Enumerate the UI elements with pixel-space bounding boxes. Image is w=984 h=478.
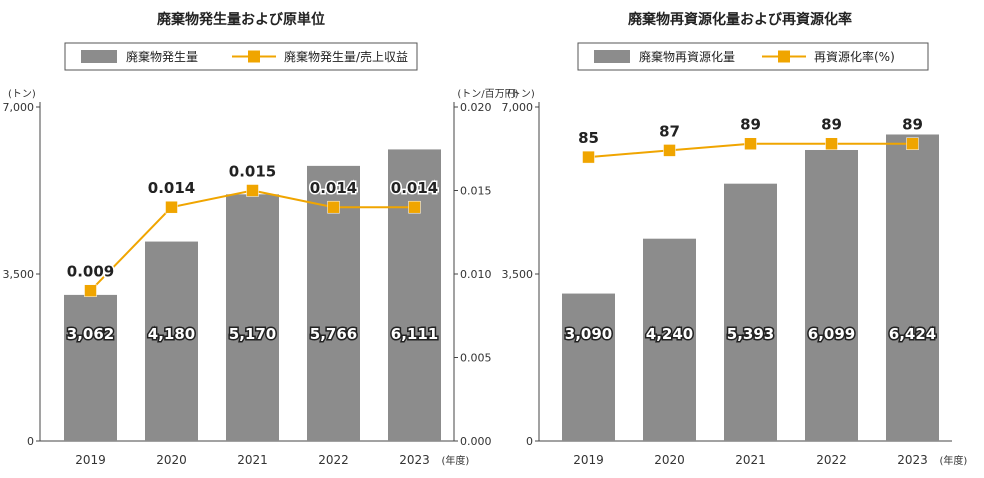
line-point bbox=[84, 284, 97, 297]
y-right-tick-label: 0.005 bbox=[460, 352, 492, 365]
legend-label-bar: 廃棄物再資源化量 bbox=[639, 49, 735, 64]
bar-data-label: 6,424 bbox=[889, 325, 936, 343]
legend-bar-swatch bbox=[594, 50, 630, 63]
bar-data-label: 3,062 bbox=[67, 325, 114, 343]
x-axis-suffix: (年度) bbox=[940, 454, 968, 467]
legend-label-line: 廃棄物発生量/売上収益 bbox=[284, 49, 408, 64]
x-tick-label: 2020 bbox=[654, 453, 685, 467]
y-left-unit: (トン) bbox=[8, 89, 36, 100]
bar bbox=[724, 183, 777, 441]
line-point bbox=[825, 137, 838, 150]
x-tick-label: 2021 bbox=[237, 453, 268, 467]
y-left-tick-label: 7,000 bbox=[502, 101, 534, 114]
x-tick-label: 2023 bbox=[399, 453, 430, 467]
line-point bbox=[327, 200, 340, 214]
bar bbox=[388, 149, 441, 441]
legend-box bbox=[577, 42, 929, 71]
line-point bbox=[582, 150, 595, 164]
legend-label-line: 再資源化率(%) bbox=[814, 49, 895, 64]
x-axis-suffix: (年度) bbox=[442, 454, 470, 467]
bar-data-label: 4,240 bbox=[646, 325, 693, 343]
bar-data-label: 5,170 bbox=[229, 325, 276, 343]
line-data-label: 89 bbox=[902, 116, 923, 134]
bar bbox=[145, 241, 198, 441]
x-tick-label: 2022 bbox=[318, 453, 349, 467]
x-tick-label: 2023 bbox=[897, 453, 928, 467]
bar bbox=[64, 294, 117, 441]
line-data-label: 0.014 bbox=[310, 179, 357, 197]
chart-title: 廃棄物発生量および原単位 bbox=[157, 11, 325, 28]
x-tick-label: 2019 bbox=[75, 453, 106, 467]
y-left-tick-label: 0 bbox=[27, 435, 34, 448]
x-tick-label: 2022 bbox=[816, 453, 847, 467]
y-left-tick-label: 3,500 bbox=[502, 268, 534, 281]
bar bbox=[643, 238, 696, 441]
bar-data-label: 4,180 bbox=[148, 325, 195, 343]
y-left-unit: (トン) bbox=[507, 89, 535, 100]
line-point bbox=[408, 200, 421, 214]
y-left-tick-label: 3,500 bbox=[3, 268, 35, 281]
line-data-label: 0.014 bbox=[148, 179, 195, 197]
line-point bbox=[906, 137, 919, 150]
line-point bbox=[165, 200, 178, 214]
y-right-tick-label: 0.010 bbox=[460, 268, 492, 281]
line-data-label: 0.015 bbox=[229, 163, 276, 181]
chart-title: 廃棄物再資源化量および再資源化率 bbox=[628, 11, 852, 28]
line-point bbox=[246, 184, 259, 197]
line-data-label: 0.014 bbox=[391, 179, 438, 197]
legend-marker-swatch bbox=[248, 50, 260, 63]
y-left-tick-label: 7,000 bbox=[3, 101, 35, 114]
y-right-tick-label: 0.000 bbox=[460, 435, 492, 448]
bar-data-label: 5,393 bbox=[727, 325, 774, 343]
y-right-tick-label: 0.015 bbox=[460, 185, 492, 198]
x-tick-label: 2021 bbox=[735, 453, 766, 467]
bar-data-label: 6,099 bbox=[808, 325, 855, 343]
line-data-label: 89 bbox=[740, 116, 761, 134]
x-tick-label: 2019 bbox=[573, 453, 604, 467]
legend-bar-swatch bbox=[81, 50, 117, 63]
bar-data-label: 3,090 bbox=[565, 325, 612, 343]
bar-data-label: 6,111 bbox=[391, 325, 438, 343]
bar bbox=[886, 134, 939, 441]
legend-label-bar: 廃棄物発生量 bbox=[126, 49, 198, 64]
line-data-label: 89 bbox=[821, 116, 842, 134]
line-data-label: 85 bbox=[578, 129, 599, 147]
line-data-label: 87 bbox=[659, 122, 680, 140]
y-left-tick-label: 0 bbox=[526, 435, 533, 448]
line-data-label: 0.009 bbox=[67, 263, 114, 281]
y-right-tick-label: 0.020 bbox=[460, 101, 492, 114]
bar bbox=[562, 293, 615, 441]
y-right-unit: (トン/百万円) bbox=[457, 88, 518, 100]
line-point bbox=[663, 144, 676, 157]
bar bbox=[805, 149, 858, 441]
legend-marker-swatch bbox=[778, 50, 790, 63]
bar-data-label: 5,766 bbox=[310, 325, 357, 343]
line-point bbox=[744, 137, 757, 150]
bar bbox=[226, 194, 279, 441]
x-tick-label: 2020 bbox=[156, 453, 187, 467]
